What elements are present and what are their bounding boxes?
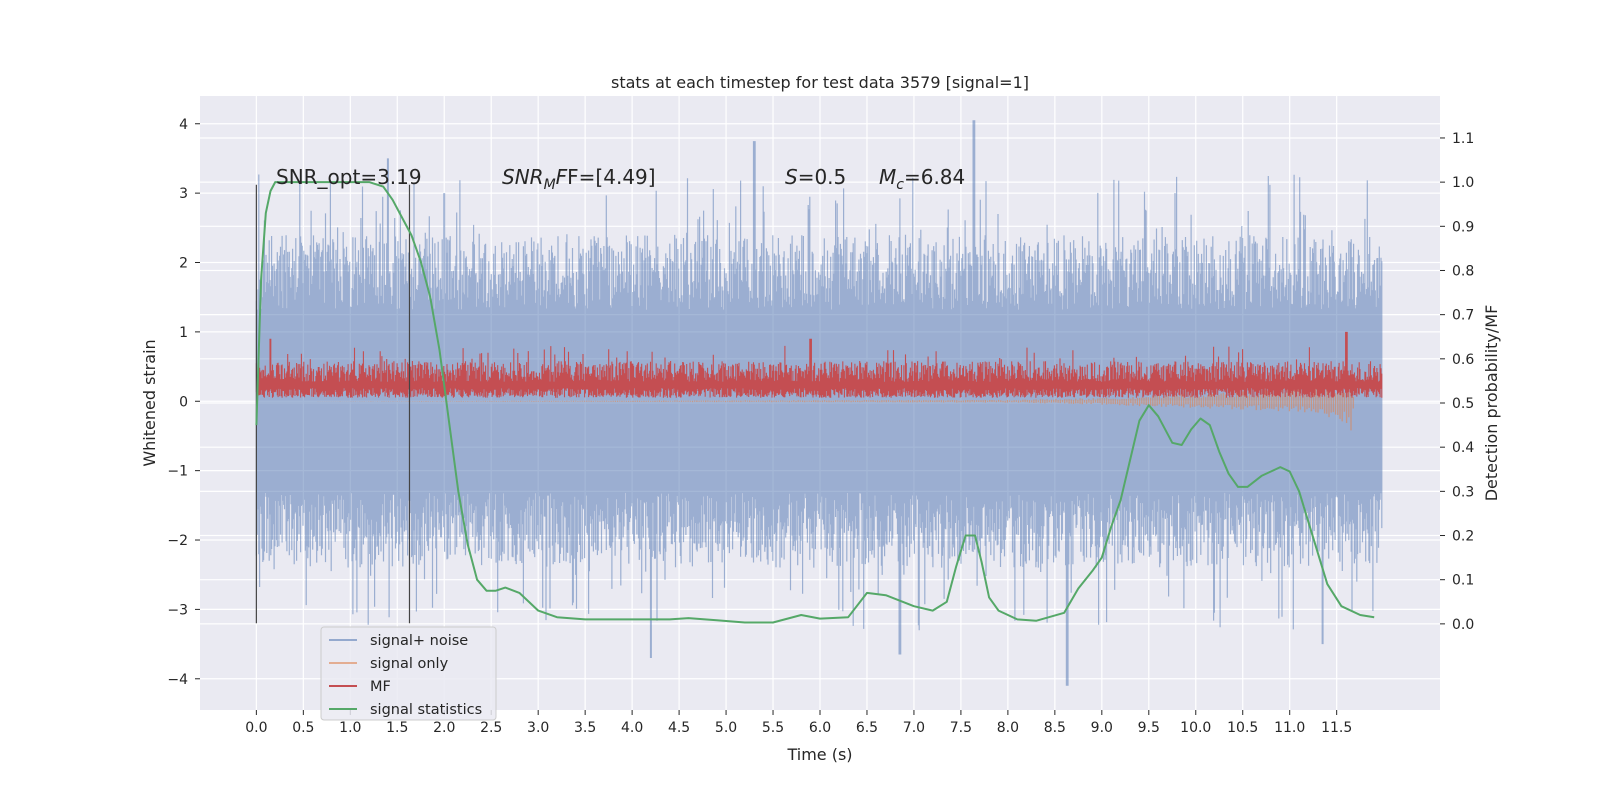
x-tick-label: 4.0 — [621, 720, 643, 736]
annotation-s: S=0.5 — [785, 165, 846, 189]
legend-label-signal-statistics: signal statistics — [370, 702, 482, 718]
y-axis-label: Whitened strain — [140, 339, 159, 466]
series-signal-statistics — [255, 181, 1375, 624]
x-tick-label: 7.0 — [903, 720, 925, 736]
legend-label-signal-only: signal only — [370, 656, 449, 672]
signal-only-trace — [273, 382, 1354, 431]
x-tick-label: 9.5 — [1138, 720, 1160, 736]
x-tick-label: 11.5 — [1321, 720, 1352, 736]
y-tick-label: −4 — [167, 672, 188, 688]
annotation-mc-value: =6.84 — [904, 165, 965, 189]
annotation-snr-mf-suffix-symbol: F — [556, 165, 568, 189]
x-axis-label: Time (s) — [786, 745, 852, 764]
annotation-snr-opt: SNR_opt=3.19 — [276, 165, 422, 189]
x-tick-label: 4.5 — [668, 720, 690, 736]
annotation-snr-mf: SNRMFF=[4.49] — [502, 165, 656, 193]
y2-tick-label: 0.3 — [1452, 484, 1474, 500]
x-tick-label: 2.0 — [433, 720, 455, 736]
y2-axis-ticks: 1.1 1.0 0.9 0.8 0.7 0.6 0.5 0.4 0.3 0.2 0.1 0.0 — [1440, 131, 1474, 633]
signal-statistics-line — [255, 181, 1375, 624]
y-tick-label: −2 — [167, 533, 188, 549]
x-tick-label: 1.0 — [339, 720, 361, 736]
x-tick-label: 2.5 — [480, 720, 502, 736]
y2-tick-label: 0.5 — [1452, 396, 1474, 412]
y2-axis-label: Detection probability/MF — [1482, 305, 1501, 502]
annotation-snr-mf-prefix: SNR — [502, 165, 544, 189]
y2-tick-label: 0.7 — [1452, 308, 1474, 324]
y2-tick-label: 0.8 — [1452, 263, 1474, 279]
x-tick-label: 10.5 — [1227, 720, 1258, 736]
annotation-snr-mf-value: F=[4.49] — [567, 165, 655, 189]
x-tick-label: 11.0 — [1274, 720, 1305, 736]
x-axis-ticks: 0.0 0.5 1.0 1.5 2.0 2.5 3.0 3.5 4.0 4.5 5.0 5.5 6.0 6… — [245, 710, 1352, 736]
x-tick-label: 8.0 — [997, 720, 1019, 736]
x-tick-label: 3.5 — [574, 720, 596, 736]
y-tick-label: 1 — [179, 325, 188, 341]
y2-tick-label: 0.0 — [1452, 617, 1474, 633]
x-tick-label: 0.0 — [245, 720, 267, 736]
annotation-s-value: =0.5 — [798, 165, 847, 189]
x-tick-label: 10.0 — [1180, 720, 1211, 736]
legend-label-mf: MF — [370, 679, 391, 695]
y2-tick-label: 1.1 — [1452, 131, 1474, 147]
x-tick-label: 5.0 — [715, 720, 737, 736]
y-tick-label: 3 — [179, 186, 188, 202]
y2-tick-label: 0.2 — [1452, 529, 1474, 545]
annotation-mc-sub: c — [896, 177, 904, 193]
y-axis-ticks: 4 3 2 1 0 −1 −2 −3 −4 — [167, 117, 200, 688]
y2-tick-label: 0.1 — [1452, 573, 1474, 589]
x-tick-label: 3.0 — [527, 720, 549, 736]
y-tick-label: 4 — [179, 117, 188, 133]
chart-title: stats at each timestep for test data 357… — [611, 73, 1029, 92]
legend-label-signal-noise: signal+ noise — [370, 633, 468, 649]
y-tick-label: −1 — [167, 464, 188, 480]
x-tick-label: 6.0 — [809, 720, 831, 736]
y2-tick-label: 0.9 — [1452, 219, 1474, 235]
legend-box — [320, 626, 497, 721]
x-tick-label: 7.5 — [950, 720, 972, 736]
x-tick-label: 6.5 — [856, 720, 878, 736]
annotation-snr-mf-sub: M — [544, 177, 556, 193]
series-signal-only — [273, 382, 1354, 431]
y-tick-label: 0 — [179, 394, 188, 410]
x-tick-label: 5.5 — [762, 720, 784, 736]
y2-tick-label: 0.4 — [1452, 440, 1474, 456]
x-tick-label: 8.5 — [1044, 720, 1066, 736]
annotation-s-symbol: S — [785, 165, 798, 189]
x-tick-label: 9.0 — [1091, 720, 1113, 736]
x-tick-label: 1.5 — [386, 720, 408, 736]
x-tick-label: 0.5 — [292, 720, 314, 736]
legend: signal+ noise signal only MF signal stat… — [320, 626, 497, 721]
y-tick-label: −3 — [167, 602, 188, 618]
annotation-mc-symbol: M — [879, 165, 896, 189]
y-tick-label: 2 — [179, 256, 188, 272]
y2-tick-label: 1.0 — [1452, 175, 1474, 191]
y2-tick-label: 0.6 — [1452, 352, 1474, 368]
annotation-mc: Mc=6.84 — [879, 165, 965, 193]
